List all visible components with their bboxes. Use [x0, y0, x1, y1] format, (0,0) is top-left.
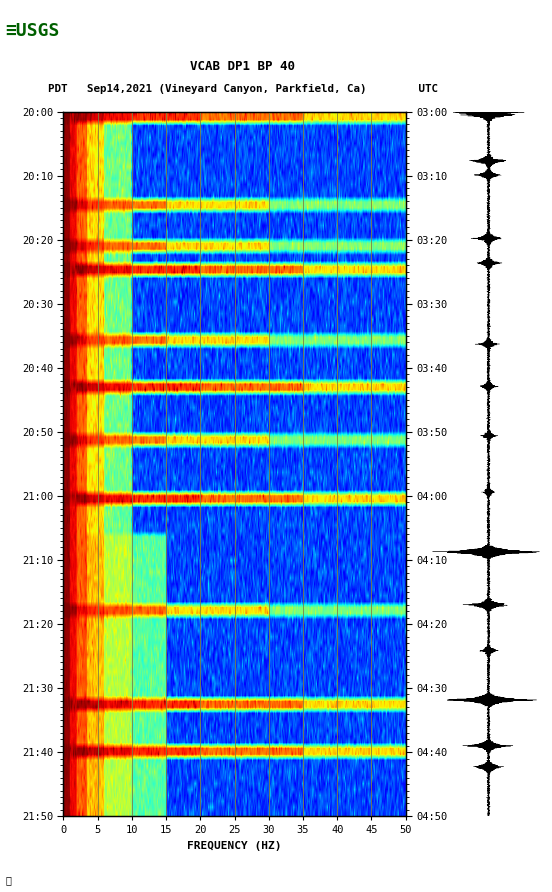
Text: ≡USGS: ≡USGS — [6, 22, 60, 40]
Text: VCAB DP1 BP 40: VCAB DP1 BP 40 — [190, 61, 295, 73]
Text: ˄: ˄ — [6, 875, 12, 885]
X-axis label: FREQUENCY (HZ): FREQUENCY (HZ) — [187, 841, 282, 851]
Text: PDT   Sep14,2021 (Vineyard Canyon, Parkfield, Ca)        UTC: PDT Sep14,2021 (Vineyard Canyon, Parkfie… — [48, 84, 438, 95]
